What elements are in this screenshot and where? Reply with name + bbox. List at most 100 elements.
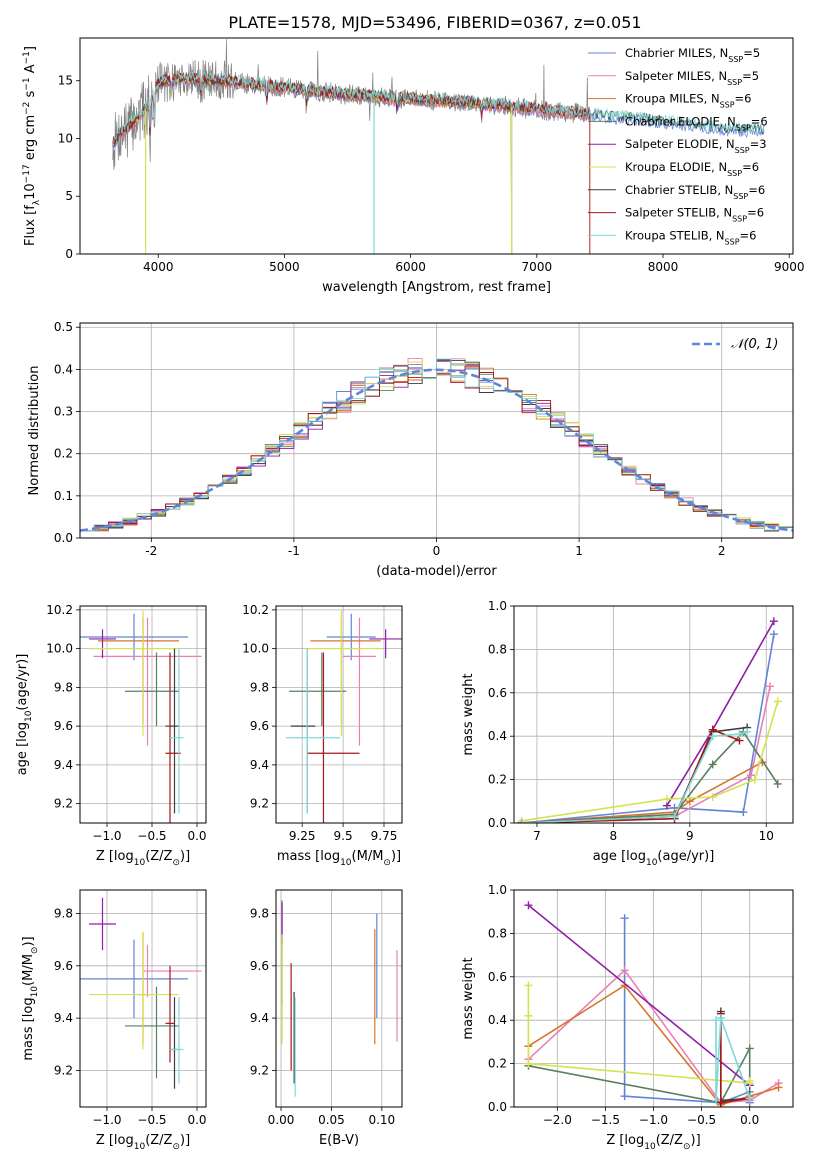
data-point: [343, 617, 376, 746]
y-axis-label-part: −2: [22, 102, 32, 115]
plot-area: [285, 609, 402, 823]
x-tick-label: 0.10: [368, 1113, 395, 1127]
x-tick-label: -1: [288, 544, 300, 558]
x-tick-label: −1.0: [639, 1113, 668, 1127]
weight-point-marker: [620, 1092, 629, 1101]
legend-entry-name: Kroupa ELODIE: [625, 160, 711, 174]
data-point: [289, 652, 347, 727]
x-tick-label: 0.0: [187, 829, 206, 843]
x-tick-label: −2.0: [543, 1113, 572, 1127]
weight-point-marker: [716, 1014, 725, 1023]
y-axis-label-part: erg cm: [23, 115, 38, 164]
plot-area: [524, 901, 783, 1107]
x-axis-label-part: 10: [644, 1142, 656, 1152]
data-point: [170, 997, 184, 1084]
y-tick-label: 0.4: [54, 362, 73, 376]
y-axis-label: Normed distribution: [27, 366, 42, 496]
legend-entry-count: =5: [742, 69, 759, 83]
y-tick-label: 0.2: [54, 447, 73, 461]
legend-entry-n: , N: [719, 137, 735, 151]
legend-entry: 𝒩(0, 1): [731, 337, 778, 352]
y-tick-label: 9.8: [250, 680, 269, 694]
weight-point-marker: [745, 1076, 754, 1085]
legend-entry-n: , N: [720, 114, 736, 128]
x-tick-label: −1.5: [591, 1113, 620, 1127]
panel-residuals: -2 -1 0 1 2 0.0 0.1 0.2 0.3 0.4 0.5 (data-model)/er…: [27, 320, 794, 579]
legend-entry: Salpeter STELIB, NSSP=6: [625, 206, 764, 224]
weight-point-marker: [662, 795, 671, 804]
legend-entry-n: , N: [712, 46, 728, 60]
y-axis-label-part: 10: [23, 183, 38, 200]
legend-entry-count: =6: [751, 114, 768, 128]
legend-entry-n: , N: [704, 92, 720, 106]
y-tick-label: 10.0: [46, 642, 73, 656]
x-tick-label: 0.05: [318, 1113, 345, 1127]
data-point: [307, 609, 381, 736]
data-point: [165, 965, 175, 1063]
legend-entry-n: , N: [716, 206, 732, 220]
plot-area: [517, 617, 782, 823]
y-tick-label: 0.1: [54, 489, 73, 503]
weight-point-marker: [745, 1094, 754, 1103]
y-axis-label-part: ⊙: [30, 947, 40, 955]
y-axis-label-part: mass [log: [21, 997, 36, 1060]
weight-series-line: [521, 761, 763, 823]
y-axis-label-part: −17: [22, 164, 32, 183]
axes-frame: [79, 605, 207, 824]
y-axis-label: mass [log10(M/M⊙)]: [21, 936, 40, 1060]
y-tick-label: 9.6: [250, 959, 269, 973]
normal-reference-line: [80, 368, 793, 532]
legend-entry-sub: SSP: [728, 55, 743, 64]
y-tick-label: 0.2: [488, 773, 507, 787]
legend-entry: Chabrier MILES, NSSP=5: [625, 46, 760, 64]
legend-entry: Salpeter ELODIE, NSSP=3: [625, 137, 767, 155]
x-tick-label: 9.25: [289, 829, 316, 843]
data-point: [170, 648, 184, 814]
y-axis-label-part: Flux [f: [23, 205, 38, 246]
panel-mass-ebv: 0.00 0.05 0.10 9.2 9.4 9.6 9.8 E(B-V): [250, 889, 403, 1148]
axes-frame: [513, 889, 794, 1108]
legend-entry-name: Chabrier STELIB: [625, 183, 717, 197]
y-tick-label: 9.8: [250, 907, 269, 921]
x-tick-label: −0.5: [137, 1113, 166, 1127]
weight-series-line: [521, 701, 779, 822]
legend-entry-name: Salpeter MILES: [625, 69, 711, 83]
data-point: [89, 931, 179, 1050]
weight-series-line: [521, 726, 748, 823]
x-tick-label: −1.0: [92, 1113, 121, 1127]
y-tick-label: 9.4: [250, 1011, 269, 1025]
x-axis-label: mass [log10(M/M⊙)]: [277, 849, 401, 868]
weight-series-line: [715, 1017, 751, 1101]
data-point: [93, 617, 202, 746]
y-tick-label: 0.0: [488, 1100, 507, 1114]
weight-point-marker: [746, 771, 755, 780]
plot-area: [80, 358, 793, 538]
weight-point-marker: [517, 819, 526, 823]
x-tick-label: 0.0: [187, 1113, 206, 1127]
x-axis-label-part: )]: [180, 1133, 190, 1148]
y-tick-label: 9.2: [250, 797, 269, 811]
legend-entry-sub: SSP: [733, 191, 748, 200]
weight-point-marker: [670, 812, 679, 821]
legend-entry-sub: SSP: [727, 169, 742, 178]
x-tick-label: 8000: [648, 260, 679, 274]
y-tick-label: 1.0: [488, 599, 507, 613]
weight-point-marker: [750, 775, 759, 784]
y-tick-label: 9.8: [54, 680, 73, 694]
x-axis-label: E(B-V): [319, 1133, 359, 1148]
y-axis-label-part: −1: [22, 51, 32, 64]
axes-frame: [79, 889, 207, 1108]
legend-entry-count: =5: [743, 46, 760, 60]
weight-point-marker: [766, 682, 775, 691]
y-tick-label: 10.2: [46, 603, 73, 617]
weight-point-marker: [716, 1098, 725, 1107]
x-axis-label-part: ⊙: [172, 858, 180, 868]
legend-entry: Chabrier STELIB, NSSP=6: [625, 183, 765, 201]
y-tick-label: 0.2: [488, 1057, 507, 1071]
y-tick-label: 15: [58, 74, 73, 88]
legend-entry-count: =3: [750, 137, 767, 151]
axes-frame: [275, 605, 403, 824]
weight-point-marker: [735, 730, 744, 739]
